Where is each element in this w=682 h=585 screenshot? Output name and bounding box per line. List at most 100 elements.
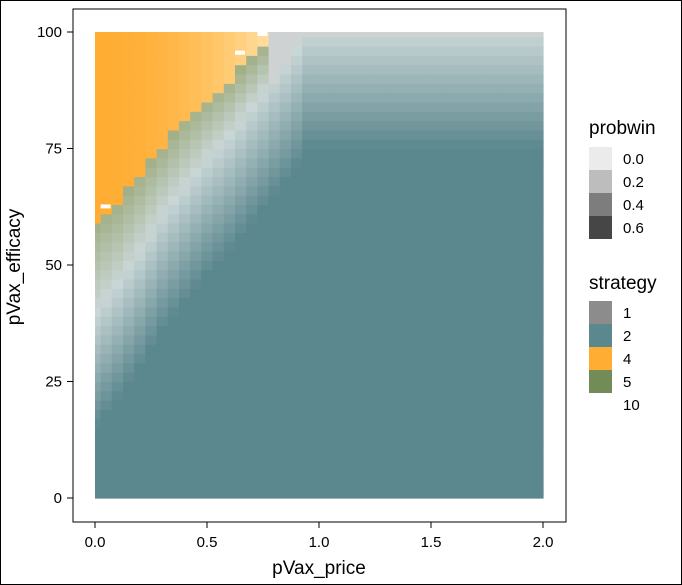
heatmap-cell — [492, 493, 505, 499]
heatmap-cell — [246, 73, 258, 84]
heatmap-cell — [403, 55, 415, 66]
heatmap-cell — [201, 334, 214, 345]
heatmap-cell — [179, 465, 191, 476]
heatmap-cell — [179, 418, 191, 429]
heatmap-cell — [156, 111, 169, 122]
heatmap-cell — [459, 83, 471, 94]
heatmap-cell — [358, 148, 370, 159]
heatmap-cell — [391, 493, 404, 499]
heatmap-cell — [134, 269, 146, 280]
heatmap-cell — [515, 64, 527, 75]
heatmap-cell — [335, 465, 348, 476]
heatmap-cell — [167, 45, 180, 56]
heatmap-cell — [324, 36, 337, 47]
heatmap-cell — [100, 409, 113, 420]
heatmap-cell — [447, 213, 460, 224]
heatmap-cell — [223, 297, 236, 308]
heatmap-cell — [436, 437, 449, 448]
heatmap-cell — [167, 362, 180, 373]
heatmap-cell — [391, 73, 404, 84]
heatmap-cell — [358, 241, 370, 252]
heatmap-cell — [537, 428, 544, 439]
heatmap-cell — [481, 92, 494, 103]
heatmap-cell — [526, 92, 538, 103]
heatmap-cell — [201, 55, 214, 66]
heatmap-cell — [111, 232, 124, 243]
heatmap-cell — [537, 353, 544, 364]
heatmap-cell — [167, 334, 180, 345]
heatmap-cell — [313, 92, 326, 103]
heatmap-cell — [134, 251, 146, 261]
heatmap-cell — [291, 92, 303, 103]
heatmap-cell — [526, 129, 538, 140]
heatmap-cell — [179, 32, 191, 38]
heatmap-cell — [436, 428, 449, 439]
heatmap-cell — [313, 260, 326, 271]
heatmap-cell — [100, 418, 113, 429]
heatmap-cell — [403, 223, 415, 233]
heatmap-cell — [212, 64, 225, 75]
heatmap-cell — [201, 195, 214, 206]
heatmap-cell — [436, 185, 449, 196]
heatmap-cell — [156, 92, 169, 103]
heatmap-cell — [436, 213, 449, 224]
heatmap-cell — [123, 120, 135, 131]
heatmap-cell — [425, 493, 438, 499]
x-axis-title: pVax_price — [272, 558, 366, 579]
heatmap-cell — [313, 390, 326, 401]
heatmap-cell — [459, 428, 471, 439]
heatmap-cell — [324, 418, 337, 429]
heatmap-cell — [515, 446, 527, 457]
heatmap-cell — [123, 390, 135, 401]
heatmap-cell — [201, 260, 214, 271]
heatmap-cell — [145, 456, 158, 466]
heatmap-cell — [212, 176, 225, 187]
heatmap-cell — [291, 129, 303, 140]
heatmap-cell — [459, 139, 471, 150]
heatmap-cell — [425, 55, 438, 66]
legend-label: 10 — [623, 397, 640, 414]
heatmap-cell — [223, 288, 236, 299]
heatmap-cell — [212, 297, 225, 308]
heatmap-cell — [347, 232, 359, 243]
heatmap-cell — [347, 36, 359, 47]
heatmap-cell — [470, 64, 482, 75]
heatmap-cell — [95, 269, 102, 280]
heatmap-cell — [100, 381, 113, 392]
heatmap-cell — [95, 484, 102, 494]
heatmap-cell — [246, 269, 258, 280]
heatmap-cell — [515, 418, 527, 429]
heatmap-cell — [335, 409, 348, 420]
heatmap-cell — [100, 446, 113, 457]
heatmap-cell — [279, 36, 292, 47]
heatmap-cell — [190, 232, 202, 243]
heatmap-cell — [302, 325, 314, 336]
heatmap-cell — [335, 325, 348, 336]
heatmap-cell — [459, 167, 471, 178]
heatmap-cell — [100, 139, 113, 150]
heatmap-cell — [481, 129, 494, 140]
heatmap-cell — [369, 316, 382, 327]
heatmap-cell — [313, 185, 326, 196]
heatmap-cell — [470, 92, 482, 103]
heatmap-cell — [436, 344, 449, 355]
heatmap-cell — [358, 325, 370, 336]
heatmap-cell — [335, 484, 348, 494]
heatmap-cell — [279, 465, 292, 476]
heatmap-cell — [369, 344, 382, 355]
heatmap-cell — [257, 129, 270, 140]
heatmap-cell — [414, 45, 426, 56]
heatmap-cell — [111, 418, 124, 429]
heatmap-cell — [380, 353, 393, 364]
heatmap-cell — [95, 278, 102, 289]
heatmap-cell — [526, 325, 538, 336]
heatmap-cell — [302, 297, 314, 308]
heatmap-cell — [313, 45, 326, 56]
heatmap-cell — [470, 428, 482, 439]
heatmap-cell — [492, 101, 505, 112]
heatmap-cell — [503, 353, 516, 364]
heatmap-cell — [526, 306, 538, 317]
heatmap-cell — [223, 344, 236, 355]
heatmap-cell — [302, 223, 314, 233]
heatmap-cell — [223, 176, 236, 187]
